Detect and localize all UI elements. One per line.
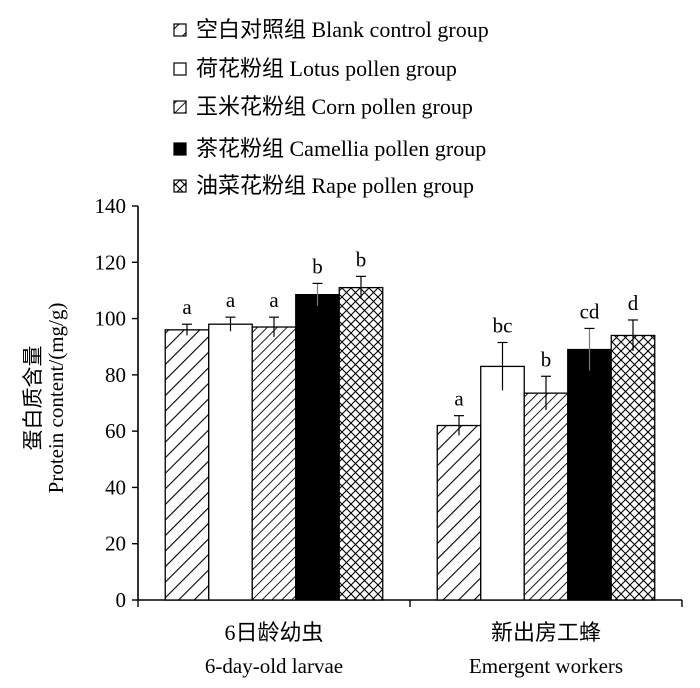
legend-swatch [173,62,187,76]
bar [208,323,253,601]
significance-letter: b [356,247,367,271]
x-axis-labels: 6日龄幼虫 6-day-old larvae 新出房工蜂 Emergent worke… [205,620,623,678]
bar [480,365,525,601]
y-tick-label: 120 [95,250,127,274]
significance-letter: a [182,295,192,319]
bars: a a a b b a bc b cd d [164,247,656,601]
significance-letter: a [269,288,279,312]
bar [338,286,384,601]
legend-label: 茶花粉组 Camellia pollen group [196,136,486,161]
y-tick-label: 60 [105,419,126,443]
bar [295,293,340,601]
significance-letter: a [454,387,464,411]
significance-letter: b [541,347,552,371]
y-axis: 0 20 40 60 80 100 120 140 [95,194,139,612]
legend: 空白对照组 Blank control group 荷花粉组 Lotus poll… [173,17,489,198]
bar [164,329,210,601]
y-tick-label: 20 [105,532,126,556]
legend-label: 玉米花粉组 Corn pollen group [196,94,473,119]
category-label-english: 6-day-old larvae [205,654,343,678]
bar [523,392,569,601]
y-tick-label: 80 [105,363,126,387]
legend-label: 荷花粉组 Lotus pollen group [196,56,457,81]
significance-letter: d [628,291,639,315]
legend-label: 空白对照组 Blank control group [196,17,489,42]
category-label-chinese: 新出房工蜂 [491,620,601,645]
significance-letter: cd [580,299,600,323]
category-label-english: Emergent workers [469,654,623,678]
bar [610,334,656,601]
significance-letter: bc [493,313,513,337]
x-axis [137,599,683,607]
y-tick-label: 140 [95,194,127,218]
legend-swatch [173,100,187,114]
y-axis-label-english: Protein content/(mg/g) [44,303,68,494]
y-tick-label: 0 [116,588,127,612]
bar [436,424,482,601]
legend-swatch [173,142,187,156]
y-tick-label: 40 [105,475,126,499]
significance-letter: b [312,254,323,278]
y-axis-label-chinese: 蛋白质含量 [21,346,45,451]
significance-letter: a [226,288,236,312]
legend-swatch [173,23,187,37]
bar [251,326,297,601]
legend-label: 油菜花粉组 Rape pollen group [196,173,474,198]
legend-swatch [173,179,187,193]
y-tick-label: 100 [95,307,127,331]
category-label-chinese: 6日龄幼虫 [224,620,323,645]
bar [567,348,612,601]
